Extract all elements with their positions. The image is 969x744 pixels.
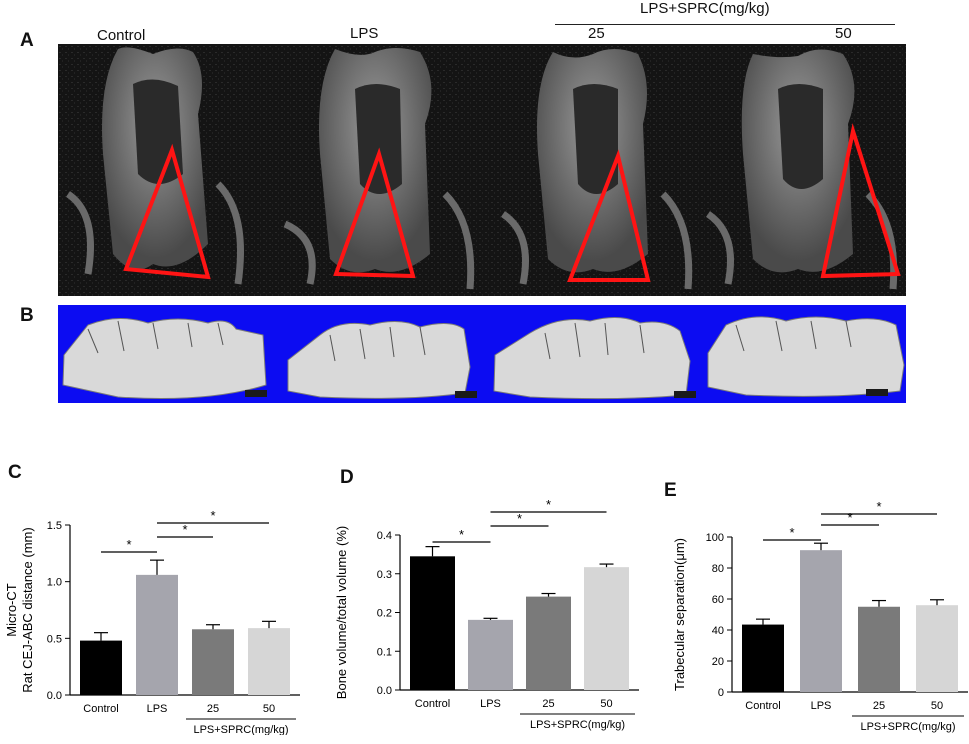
y-tick-label: 0.0 <box>377 685 392 697</box>
group-label: LPS+SPRC(mg/kg) <box>860 721 955 733</box>
bar-50 <box>584 567 629 690</box>
significance-star: * <box>847 510 852 525</box>
y-tick-label: 0.5 <box>47 633 62 645</box>
panel-letter-e: E <box>664 480 677 501</box>
micro-ct-sections-svg <box>58 44 906 296</box>
triangle-control <box>123 143 211 280</box>
micro-ct-sections <box>58 44 906 296</box>
chart-title: Micro-CT <box>4 583 19 636</box>
group-label-25: 25 <box>588 25 605 42</box>
significance-star: * <box>876 500 881 514</box>
x-tick-label: LPS <box>811 700 832 712</box>
y-tick-label: 1.5 <box>47 520 62 532</box>
bar-50 <box>248 628 290 695</box>
jaw-render-25 <box>493 317 696 400</box>
group-label: LPS+SPRC(mg/kg) <box>530 719 625 731</box>
x-tick-label: Control <box>745 700 780 712</box>
bar-50 <box>916 605 958 692</box>
x-tick-label: Control <box>83 703 118 715</box>
panel-letter-d: D <box>340 467 354 488</box>
y-tick-label: 40 <box>712 625 724 637</box>
y-axis-label: Trabecular separation(μm) <box>672 538 687 691</box>
y-tick-label: 60 <box>712 594 724 606</box>
significance-star: * <box>210 508 215 523</box>
y-tick-label: 100 <box>706 532 724 544</box>
x-tick-label: LPS <box>480 698 501 710</box>
significance-star: * <box>459 527 464 542</box>
y-tick-label: 0 <box>718 687 724 699</box>
x-tick-label: 25 <box>207 703 219 715</box>
x-tick-label: 25 <box>542 698 554 710</box>
significance-star: * <box>789 525 794 540</box>
jaw-render-lps <box>287 321 477 399</box>
ct-slice-25 <box>500 49 693 290</box>
group-label-lps: LPS <box>350 25 379 42</box>
chart-c: 0.0 0.5 1.0 1.5 Control LPS 25 50 LPS+SPRC(mg/kg… <box>4 508 300 735</box>
y-tick-label: 20 <box>712 656 724 668</box>
x-tick-label: LPS <box>147 703 168 715</box>
group-label: LPS+SPRC(mg/kg) <box>193 724 288 735</box>
x-tick-label: 25 <box>873 700 885 712</box>
bar-control <box>80 640 122 695</box>
jaw-render-50 <box>707 316 905 397</box>
x-tick-label: Control <box>415 698 450 710</box>
bar-lps <box>468 619 513 690</box>
group-label-50: 50 <box>835 25 852 42</box>
panel-letter-c: C <box>8 462 22 483</box>
panel-letter-a: A <box>20 30 34 51</box>
ct-slice-lps <box>283 48 475 290</box>
x-tick-label: 50 <box>263 703 275 715</box>
ct-slice-control <box>65 47 244 285</box>
y-axis-label: Bone volume/total volume (%) <box>334 526 349 699</box>
triangle-50 <box>820 123 901 279</box>
significance-star: * <box>126 537 131 552</box>
x-tick-label: 50 <box>600 698 612 710</box>
y-tick-label: 1.0 <box>47 577 62 589</box>
micro-ct-3d-svg <box>62 316 905 400</box>
bar-lps <box>136 574 178 695</box>
bar-25 <box>526 596 571 690</box>
panel-letter-b: B <box>20 305 34 326</box>
y-tick-label: 80 <box>712 563 724 575</box>
chart-d: 0.0 0.1 0.2 0.3 0.4 Control LPS 25 50 LPS+SPRC(mg… <box>334 497 639 731</box>
group-label-sprc: LPS+SPRC(mg/kg) <box>640 0 770 17</box>
bar-lps <box>800 550 842 692</box>
triangle-25 <box>567 149 651 282</box>
bar-25 <box>192 629 234 695</box>
sprc-header-line <box>555 24 895 25</box>
jaw-render-control <box>62 318 267 399</box>
chart-e: 0 20 40 60 80 100 Control LPS 25 50 LPS+SPRC(mg/kg… <box>672 500 968 733</box>
bar-control <box>410 556 455 690</box>
x-tick-label: 50 <box>931 700 943 712</box>
y-tick-label: 0.4 <box>377 530 392 542</box>
y-tick-label: 0.0 <box>47 690 62 702</box>
bar-25 <box>858 606 900 692</box>
significance-star: * <box>517 511 522 526</box>
group-label-control: Control <box>97 27 146 44</box>
y-tick-label: 0.1 <box>377 646 392 658</box>
significance-star: * <box>182 522 187 537</box>
triangle-lps <box>333 147 416 279</box>
significance-star: * <box>546 497 551 512</box>
y-axis-label: Rat CEJ-ABC distance (mm) <box>20 527 35 692</box>
bar-control <box>742 624 784 692</box>
ct-slice-50 <box>705 49 901 290</box>
y-tick-label: 0.2 <box>377 608 392 620</box>
y-tick-label: 0.3 <box>377 569 392 581</box>
micro-ct-3d-renderings <box>58 305 906 403</box>
